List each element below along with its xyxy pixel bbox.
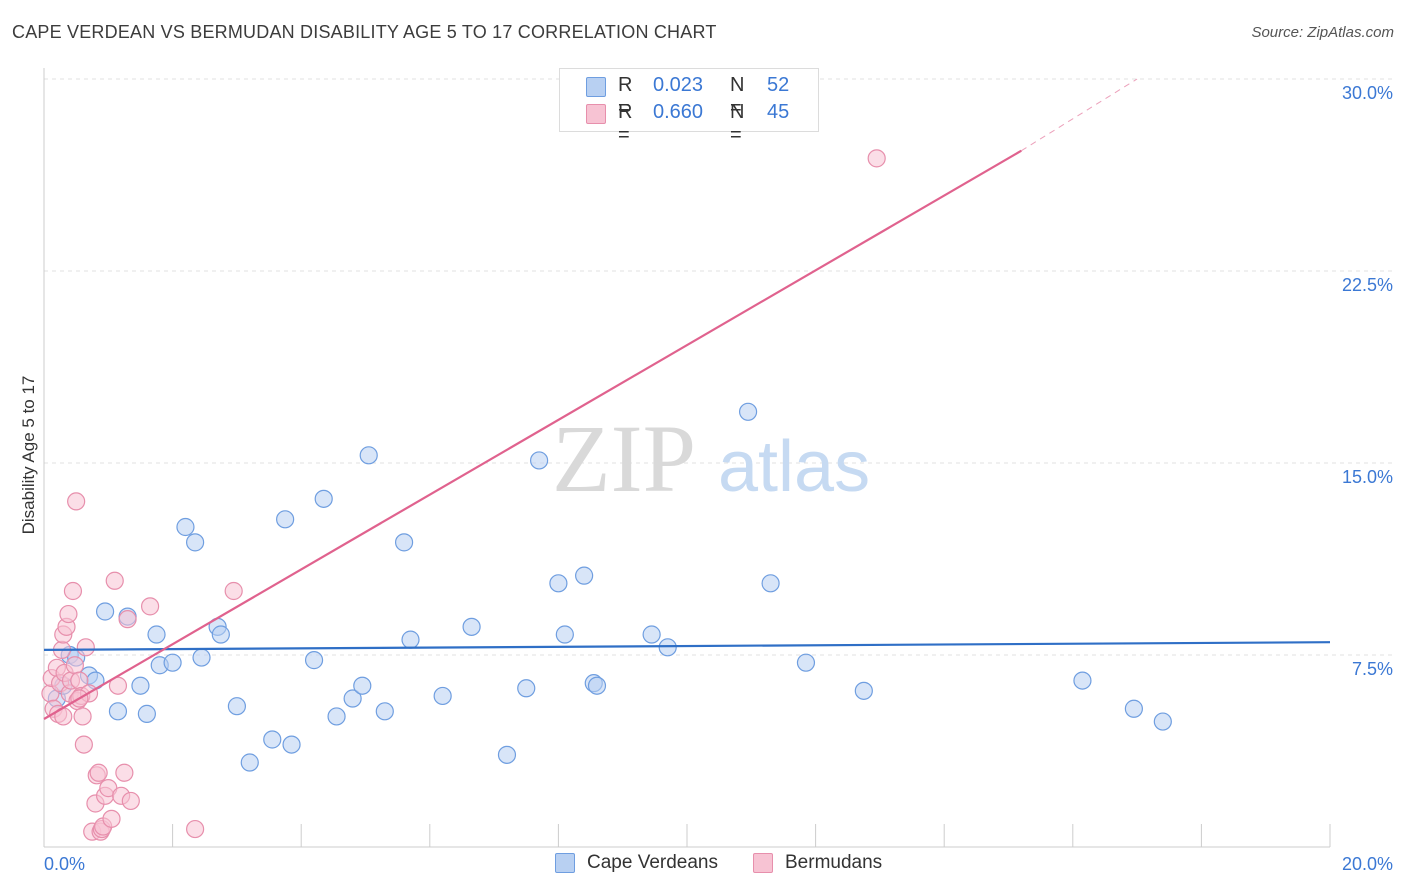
data-point [147,625,166,644]
trend-lines [43,78,1331,720]
data-point [211,625,230,644]
y-tick-label: 7.5% [1352,659,1393,679]
data-point [854,681,873,700]
data-point [186,819,205,839]
trend-line [43,149,1022,720]
data-point [394,533,414,552]
data-point [658,638,677,657]
data-point [108,702,128,721]
y-tick-label: 15.0% [1342,467,1393,487]
data-point [401,630,420,649]
data-point [314,489,333,508]
data-point [74,735,93,754]
data-point [1073,671,1092,690]
r-value: 0.023 [653,74,704,96]
legend-label: Cape Verdeans [587,852,718,873]
tick-labels: 7.5% 15.0% 22.5% 30.0% 0.0% 20.0% [44,83,1393,874]
data-point [240,753,259,772]
data-point [63,581,83,601]
data-point [186,533,205,552]
series-bermudans-points [41,149,886,841]
data-point [224,581,243,601]
data-point [102,809,121,828]
data-point [121,791,140,811]
data-point [105,571,124,590]
trend-line-extension [1021,78,1138,152]
watermark: ZIP atlas [552,405,870,512]
correlation-legend: R = 0.023 N = 52 R = 0.660 N = 45 [559,68,819,146]
y-tick-label: 22.5% [1342,275,1393,295]
data-point [433,686,452,706]
data-point [761,574,780,593]
r-value: 0.660 [653,101,704,123]
data-point [304,651,324,670]
legend-label: Bermudans [785,852,883,873]
data-point [115,763,134,782]
data-point [549,574,568,593]
data-point [587,676,607,695]
data-point [131,676,150,695]
n-value: 52 [767,74,790,96]
data-point [738,402,758,421]
axes [43,68,1331,848]
data-point [530,451,549,470]
data-point [282,735,301,754]
data-point [263,730,282,749]
chart-title: CAPE VERDEAN VS BERMUDAN DISABILITY AGE … [12,22,717,42]
data-point [642,625,661,644]
data-point [517,679,536,698]
data-point [375,702,394,721]
data-point [67,492,86,511]
y-tick-label: 30.0% [1342,83,1393,103]
r-label: R = [618,74,633,119]
series-cape-verdeans-points [47,402,1172,772]
y-axis-label: Disability Age 5 to 17 [19,376,38,535]
watermark-zip: ZIP [552,405,696,512]
data-point [796,653,816,672]
legend-swatch-blue [586,77,606,97]
legend-swatch-pink [586,104,606,124]
legend-swatch-pink [753,853,773,873]
grid-lines [44,78,1392,656]
data-point [95,602,115,621]
data-point [89,763,108,782]
legend-swatch-blue [555,853,575,873]
data-point [555,625,574,644]
trend-line [43,641,1331,651]
data-point [65,656,84,675]
data-point [343,689,362,708]
data-point [1124,699,1143,718]
data-point [575,566,594,585]
data-point [276,510,295,529]
data-point [73,707,92,726]
r-label: R = [618,101,633,146]
data-point [118,610,137,629]
data-point [59,604,78,624]
data-point [192,648,211,667]
x-tick-label: 0.0% [44,854,85,874]
n-value: 45 [767,101,790,123]
data-point [76,638,95,657]
data-point [327,707,346,726]
data-point [867,149,886,168]
n-label: N = [730,74,745,119]
n-label: N = [730,101,745,146]
data-point [497,745,517,764]
data-point [359,446,378,465]
x-tick-label: 20.0% [1342,854,1393,874]
data-point [462,617,481,636]
data-point [137,704,156,723]
source-label: Source: ZipAtlas.com [1251,24,1394,41]
data-point [176,517,195,537]
data-point [227,697,246,716]
data-point [140,597,160,616]
watermark-atlas: atlas [718,427,870,507]
data-point [353,676,372,695]
data-point [1153,712,1172,731]
data-point [163,653,182,672]
